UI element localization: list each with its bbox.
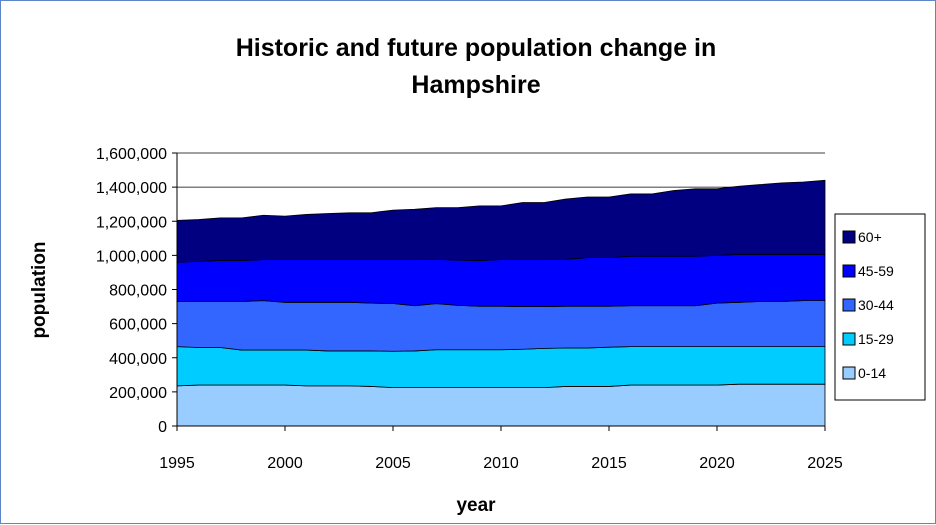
x-tick-label: 1995 (159, 455, 195, 472)
x-tick-label: 2005 (375, 455, 411, 472)
x-axis-title: year (456, 495, 496, 516)
legend-label: 30-44 (858, 297, 894, 313)
y-tick-label: 1,000,000 (96, 248, 167, 265)
legend-label: 0-14 (858, 365, 886, 381)
y-tick-label: 1,600,000 (96, 146, 167, 163)
x-tick-label: 2020 (699, 455, 735, 472)
legend-label: 15-29 (858, 331, 894, 347)
y-tick-label: 0 (158, 419, 167, 436)
y-axis-title: population (29, 241, 50, 338)
legend-swatch (842, 366, 856, 380)
legend: 60+ 45-59 30-44 15-29 0-14 (834, 213, 926, 401)
area-series-45-59 (176, 254, 826, 307)
area-series-group (176, 179, 826, 427)
area-series-60plus (176, 179, 826, 263)
y-tick-label: 600,000 (109, 317, 167, 334)
chart-title-line-1: Historic and future population change in (236, 34, 717, 62)
area-series-15-29 (176, 346, 826, 389)
legend-swatch (842, 298, 856, 312)
legend-swatch (842, 264, 856, 278)
y-tick-label: 1,400,000 (96, 180, 167, 197)
y-axis-ticks: 0 200,000 400,000 600,000 800,000 1,000,000 1,… (96, 146, 177, 436)
x-axis-ticks: 1995 2000 2005 2010 2015 2020 2025 (159, 426, 843, 472)
chart-title-line-2: Hampshire (411, 71, 540, 99)
area-series-0-14 (176, 383, 826, 427)
legend-label: 45-59 (858, 263, 894, 279)
y-tick-label: 800,000 (109, 283, 167, 300)
y-tick-label: 400,000 (109, 351, 167, 368)
x-tick-label: 2025 (807, 455, 843, 472)
legend-swatch (842, 230, 856, 244)
legend-label: 60+ (858, 229, 882, 245)
x-tick-label: 2015 (591, 455, 627, 472)
area-series-30-44 (176, 300, 826, 352)
y-tick-label: 200,000 (109, 385, 167, 402)
y-tick-label: 1,200,000 (96, 214, 167, 231)
legend-swatch (842, 332, 856, 346)
x-tick-label: 2010 (483, 455, 519, 472)
x-tick-label: 2000 (267, 455, 303, 472)
